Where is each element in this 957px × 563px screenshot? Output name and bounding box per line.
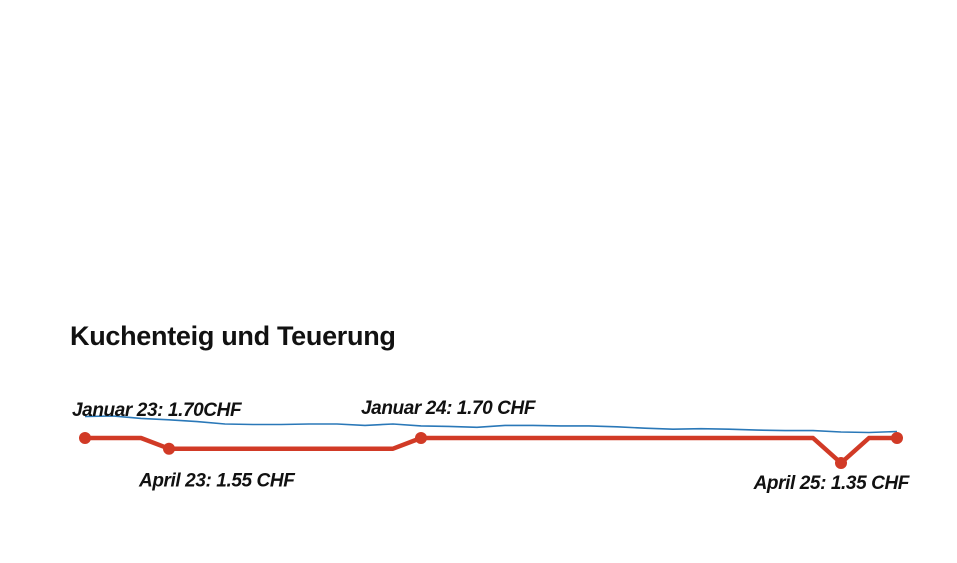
- annotation-label: Januar 24: 1.70 CHF: [361, 398, 537, 419]
- inflation-series: [84, 415, 898, 434]
- annotation-label: April 25: 1.35 CHF: [753, 473, 911, 494]
- price-marker-2025-06: [891, 432, 903, 444]
- annotation-label: April 23: 1.55 CHF: [138, 471, 296, 492]
- price-marker-2023-04: [163, 442, 175, 455]
- price-series: [82, 435, 900, 466]
- chart-title: Kuchenteig und Teuerung: [70, 321, 396, 351]
- annotations: Januar 23: 1.70CHF April 23: 1.55 CHF Janu…: [72, 398, 911, 494]
- price-marker-2023-01: [79, 432, 91, 444]
- price-line: [82, 435, 900, 466]
- price-marker-2025-04: [835, 457, 847, 469]
- price-marker-2024-01: [415, 432, 427, 444]
- annotation-label: Januar 23: 1.70CHF: [72, 400, 243, 421]
- price-markers: [79, 432, 903, 469]
- inflation-line: [84, 415, 898, 434]
